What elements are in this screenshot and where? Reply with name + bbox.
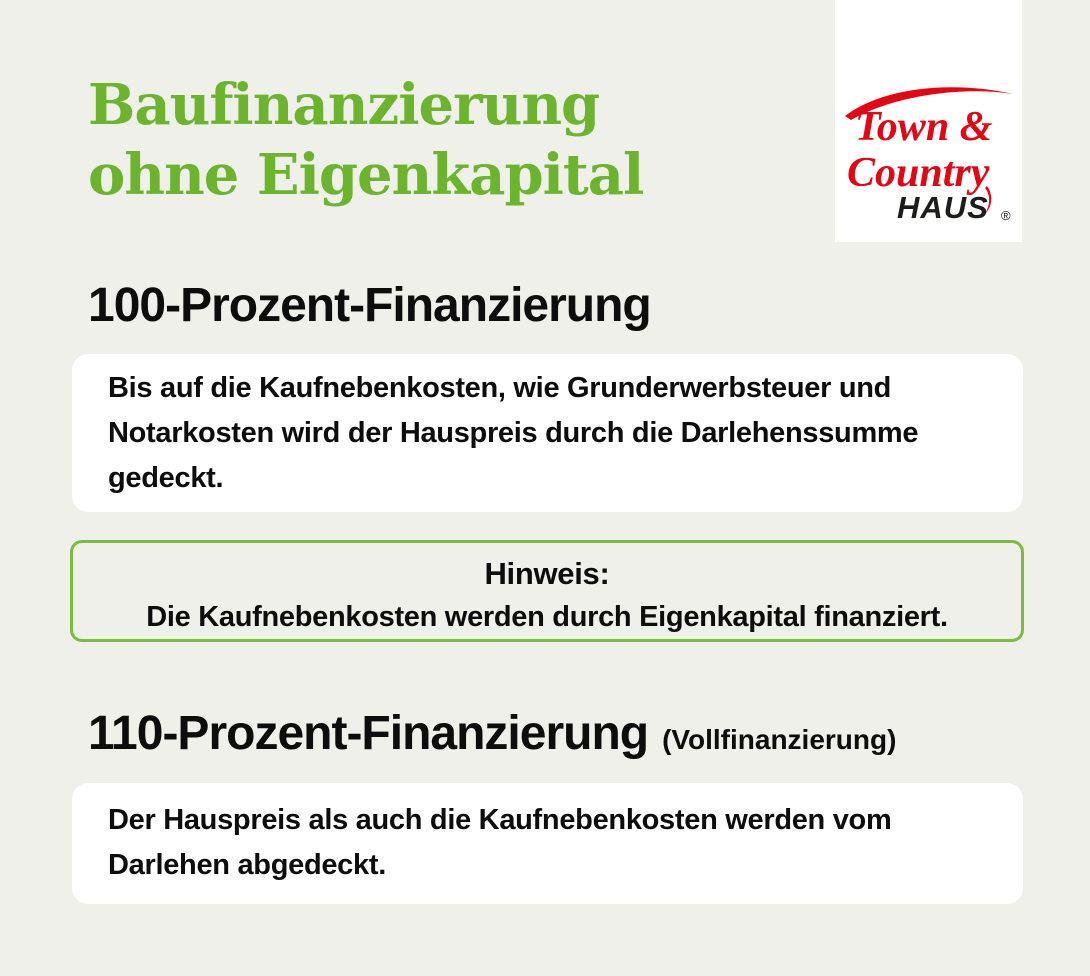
page-title: Baufinanzierung ohne Eigenkapital [88,70,644,210]
card-110-line1: Der Hauspreis als auch die Kaufnebenkost… [108,804,892,836]
heading-110-suffix: (Vollfinanzierung) [662,724,897,755]
town-and-country-logo-icon: Town & Country HAUS ® [845,87,1013,225]
logo-text-haus: HAUS [897,190,989,225]
logo-text-country: Country [847,150,990,196]
card-100-prozent: Bis auf die Kaufnebenkosten, wie Grunder… [72,354,1023,512]
logo-swoosh [845,87,1013,120]
logo-tail-swoosh [985,186,992,214]
page-title-line1: Baufinanzierung [88,72,600,138]
logo-registered-mark: ® [1001,208,1011,223]
town-and-country-logo: Town & Country HAUS ® [835,0,1022,242]
heading-100-prozent: 100-Prozent-Finanzierung [88,279,652,332]
card-110-line2: Darlehen abgedeckt. [108,849,386,881]
heading-110-prozent: 110-Prozent-Finanzierung (Vollfinanzierun… [88,706,896,761]
hinweis-box: Hinweis: Die Kaufnebenkosten werden durc… [70,540,1024,642]
card-100-line3: gedeckt. [108,462,224,494]
card-100-line1: Bis auf die Kaufnebenkosten, wie Grunder… [108,372,892,404]
heading-110-main: 110-Prozent-Finanzierung [88,707,649,760]
card-110-prozent: Der Hauspreis als auch die Kaufnebenkost… [72,783,1023,904]
page-title-line2: ohne Eigenkapital [88,142,644,208]
hinweis-text: Die Kaufnebenkosten werden durch Eigenka… [146,601,948,633]
logo-text-town: Town & [855,104,993,150]
hinweis-label: Hinweis: [484,556,610,591]
card-100-line2: Notarkosten wird der Hauspreis durch die… [108,417,919,449]
